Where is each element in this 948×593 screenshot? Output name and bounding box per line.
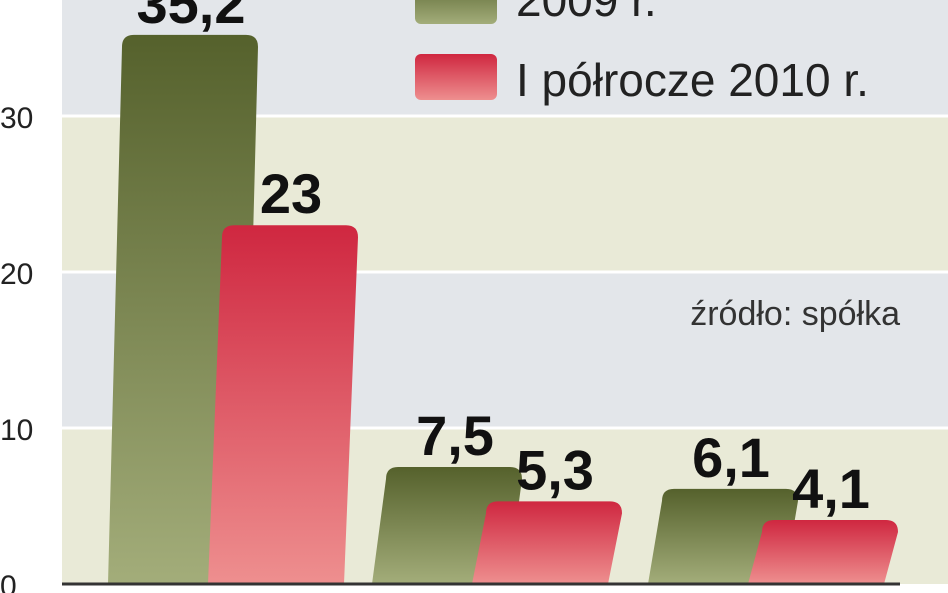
legend-label-2009: 2009 r. — [516, 0, 657, 26]
bars — [108, 34, 898, 584]
legend-swatch-2010 — [415, 54, 497, 100]
value-label-2010-3: 4,1 — [792, 457, 870, 520]
bar-2010-2 — [472, 501, 622, 584]
y-tick-label: 20 — [0, 258, 33, 291]
value-label-2009-1: 35,2 — [137, 0, 246, 35]
y-tick-label: 10 — [0, 414, 33, 447]
y-tick-label: 30 — [0, 102, 33, 135]
source-label: źródło: spółka — [690, 295, 900, 333]
value-label-2010-2: 5,3 — [516, 438, 594, 501]
value-labels: 35,2 7,5 6,1 23 5,3 4,1 — [137, 0, 870, 520]
value-label-2010-1: 23 — [260, 162, 322, 225]
y-axis-ticks: 0 10 20 30 — [0, 102, 33, 593]
y-tick-label: 0 — [0, 570, 17, 593]
legend: 2009 r. I półrocze 2010 r. — [415, 0, 869, 106]
value-label-2009-3: 6,1 — [692, 426, 770, 489]
legend-label-2010: I półrocze 2010 r. — [516, 54, 869, 106]
legend-swatch-2009 — [415, 0, 497, 24]
bar-2010-3 — [748, 520, 898, 584]
bar-2010-1 — [208, 225, 358, 584]
value-label-2009-2: 7,5 — [416, 404, 494, 467]
